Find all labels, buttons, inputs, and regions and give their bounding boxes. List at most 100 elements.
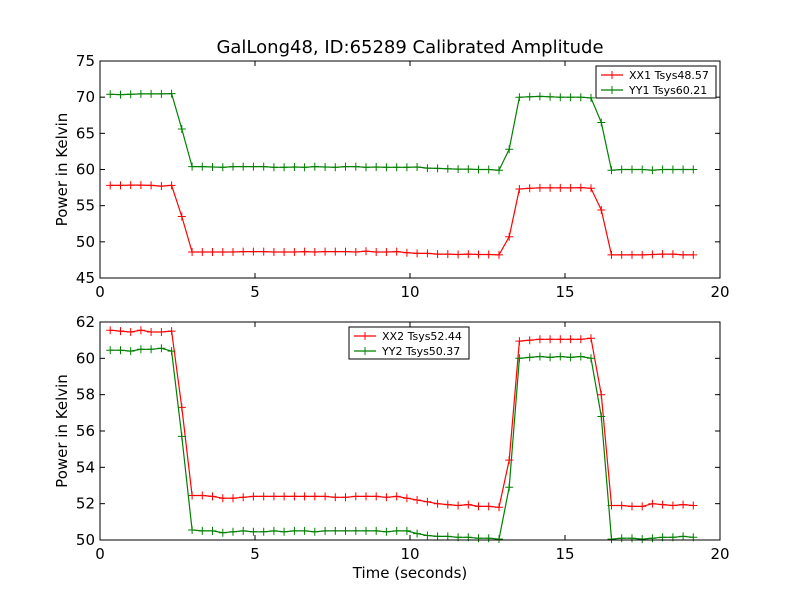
data-point [331, 493, 340, 502]
data-point [587, 93, 595, 102]
data-point [454, 165, 463, 174]
data-point [566, 183, 575, 192]
data-point [413, 529, 422, 538]
data-point [372, 492, 381, 501]
x-tick-label: 0 [95, 283, 105, 301]
data-point [229, 494, 237, 503]
data-point [362, 492, 370, 501]
data-point [177, 125, 186, 133]
data-point [628, 534, 636, 543]
data-point [535, 335, 544, 344]
data-point [362, 526, 370, 535]
data-point [382, 527, 391, 536]
data-point [116, 181, 125, 190]
x-axis-label: Time (seconds) [352, 564, 468, 582]
legend-marker [608, 86, 616, 94]
data-point [679, 532, 688, 541]
data-point [351, 248, 360, 256]
data-point [566, 335, 575, 344]
legend-label: XX1 Tsys48.57 [629, 69, 709, 82]
data-point [402, 248, 411, 257]
x-tick-label: 10 [400, 545, 419, 563]
data-point [535, 183, 544, 192]
data-point [638, 250, 647, 259]
data-point [126, 90, 135, 99]
y-axis-label: Power in Kelvin [53, 374, 71, 488]
data-point [310, 248, 319, 256]
x-tick-label: 10 [400, 283, 419, 301]
data-point [310, 162, 319, 171]
x-tick-label: 5 [250, 283, 260, 301]
y-tick-label: 56 [76, 422, 95, 440]
data-point [413, 249, 422, 258]
data-point [167, 347, 176, 356]
data-point [372, 526, 381, 535]
data-point [136, 326, 145, 335]
data-point [658, 500, 667, 509]
data-point [484, 165, 493, 174]
legend-marker [608, 71, 616, 79]
data-point [106, 326, 115, 335]
legend-marker [361, 347, 369, 355]
data-point [259, 247, 268, 256]
data-point [597, 118, 606, 127]
data-point [628, 165, 636, 174]
data-point [607, 166, 616, 175]
data-point [147, 181, 156, 190]
y-tick-label: 70 [76, 88, 95, 106]
series-line-2-1 [110, 329, 694, 508]
data-point [280, 492, 289, 501]
data-point [443, 500, 452, 509]
data-point [546, 353, 555, 362]
data-point [290, 492, 299, 501]
data-point [321, 247, 330, 256]
data-point [515, 185, 524, 193]
data-point [116, 90, 125, 99]
data-point [576, 93, 585, 102]
data-point [321, 163, 330, 171]
data-point [464, 500, 473, 509]
data-point [658, 165, 667, 174]
legend-box [595, 65, 717, 99]
data-point [454, 501, 463, 510]
series-line-1-2 [110, 92, 694, 171]
data-point [587, 184, 595, 193]
y-tick-label: 52 [76, 495, 95, 513]
data-point [679, 500, 688, 509]
data-point [607, 250, 616, 259]
data-point [576, 183, 585, 192]
data-point [259, 527, 268, 536]
data-point [218, 528, 227, 537]
data-point [648, 534, 657, 543]
data-point [525, 336, 534, 345]
y-tick-label: 50 [76, 233, 95, 251]
data-point [679, 250, 688, 259]
data-point [351, 492, 360, 501]
data-point [658, 250, 667, 259]
data-point [423, 497, 432, 506]
data-point [177, 432, 186, 441]
data-point [351, 526, 360, 535]
data-point [188, 248, 197, 256]
data-point [546, 335, 555, 344]
data-point [392, 526, 401, 535]
data-point [300, 526, 309, 535]
data-point [310, 492, 319, 501]
data-point [402, 526, 411, 535]
data-point [689, 250, 698, 259]
data-point [556, 183, 565, 192]
y-tick-label: 55 [76, 197, 95, 215]
x-tick-label: 20 [710, 545, 729, 563]
data-point [443, 164, 452, 173]
data-point [576, 352, 585, 361]
data-point [229, 527, 237, 536]
data-point [280, 527, 289, 536]
data-point [597, 390, 606, 399]
data-point [157, 182, 166, 191]
y-tick-label: 60 [76, 349, 95, 367]
data-point [310, 527, 319, 536]
data-point [433, 250, 442, 259]
data-point [556, 352, 565, 361]
data-point [556, 335, 565, 344]
data-point [382, 493, 391, 502]
